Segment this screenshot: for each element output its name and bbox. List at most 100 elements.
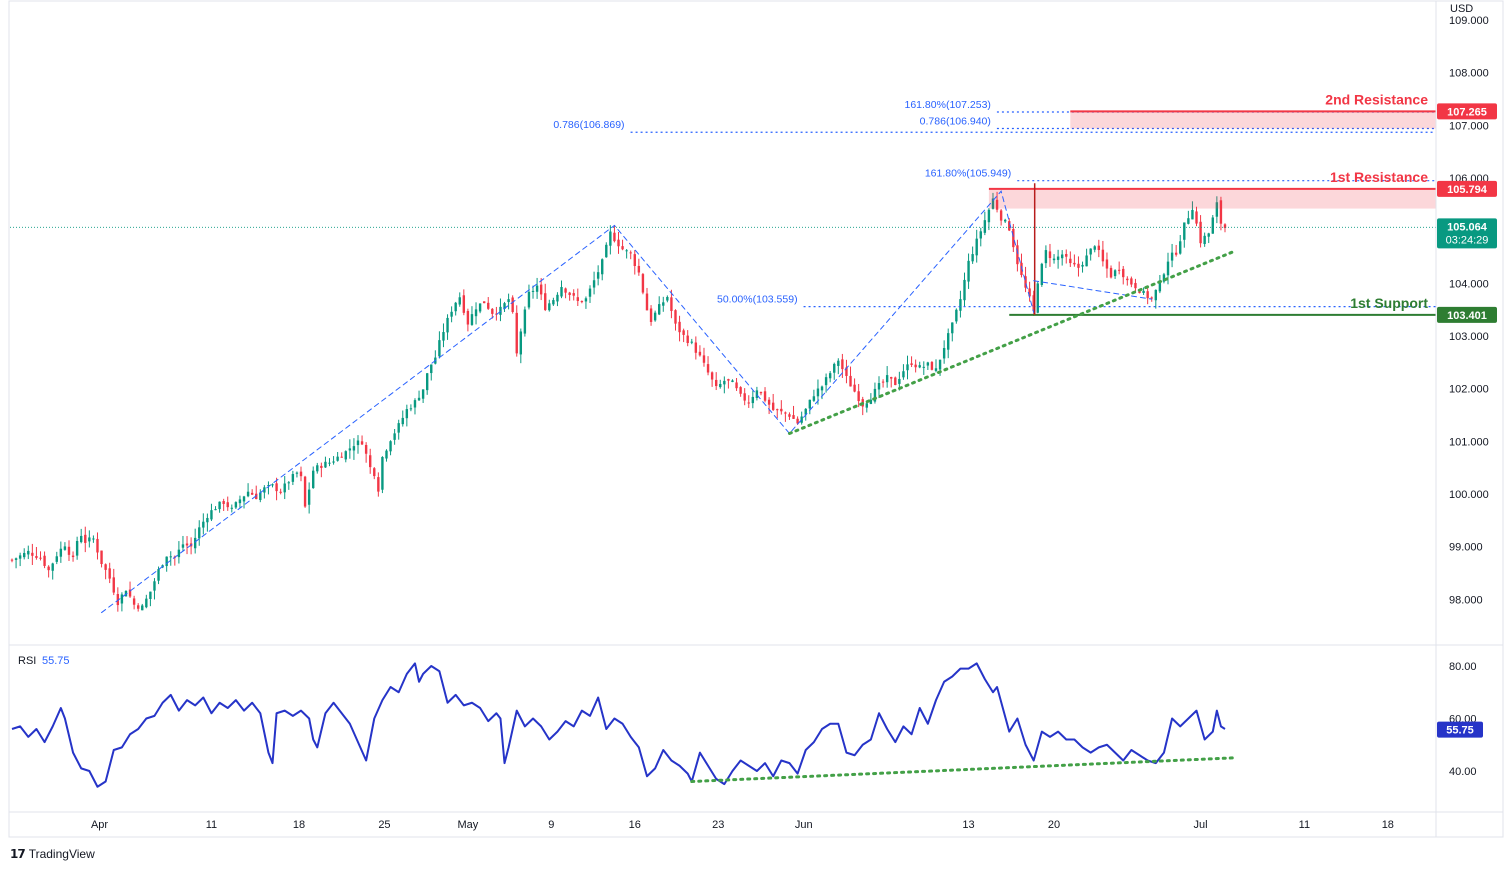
candle-body	[385, 450, 388, 459]
candle-body	[63, 546, 67, 550]
candle-body	[873, 388, 877, 402]
candle-body	[1154, 289, 1158, 301]
candle-body	[812, 396, 816, 401]
time-tick-label: Jun	[795, 819, 813, 831]
candle-body	[710, 372, 714, 380]
candle-body	[413, 400, 417, 408]
candle-body	[633, 254, 636, 267]
candle-body	[283, 483, 286, 493]
rsi-value-tag: 55.75	[1437, 721, 1483, 738]
candle-body	[507, 299, 510, 303]
candle-body	[482, 301, 486, 304]
candle-body	[332, 461, 335, 463]
candle-body	[39, 557, 42, 559]
price-tick-label: 102.000	[1449, 384, 1489, 396]
candle-body	[596, 272, 600, 279]
candle-body	[348, 448, 352, 451]
candle-body	[759, 391, 763, 394]
candle-body	[320, 465, 323, 468]
candle-body	[1195, 211, 1198, 224]
candle-body	[828, 373, 832, 379]
candle-body	[1174, 252, 1178, 255]
time-tick-label: 13	[962, 819, 974, 831]
candle-body	[1101, 249, 1105, 262]
candle-body	[307, 489, 311, 505]
candle-body	[462, 295, 466, 313]
candle-body	[67, 546, 71, 555]
candle-body	[1012, 228, 1015, 248]
candle-body	[450, 311, 453, 317]
price-pane[interactable]: USD109.000108.000107.000106.000105.00010…	[10, 3, 1497, 614]
candle-body	[824, 377, 828, 386]
candle-body	[389, 441, 392, 452]
candle-body	[902, 371, 905, 378]
candle-body	[458, 297, 461, 305]
candle-body	[360, 441, 364, 445]
candle-body	[751, 396, 755, 404]
candle-body	[1097, 245, 1101, 251]
candle-body	[515, 312, 518, 354]
candle-body	[942, 348, 946, 359]
candle-body	[1117, 269, 1121, 271]
candle-body	[613, 232, 616, 242]
candle-body	[234, 502, 238, 508]
candle-body	[1126, 278, 1129, 281]
candle-body	[890, 377, 893, 379]
candle-body	[287, 482, 290, 484]
fib-level-label: 161.80%(107.253)	[905, 99, 991, 111]
candle-body	[1024, 276, 1027, 288]
candle-body	[849, 375, 852, 387]
candle-body	[731, 380, 734, 383]
candle-body	[299, 471, 303, 477]
bar-countdown: 03:24:29	[1446, 234, 1489, 246]
candle-body	[767, 399, 771, 405]
candle-body	[853, 384, 856, 392]
brand-text: TradingView	[28, 847, 95, 861]
candle-body	[421, 389, 425, 399]
candle-body	[706, 364, 710, 373]
candle-body	[116, 594, 120, 606]
candle-body	[1081, 264, 1084, 267]
candle-body	[837, 360, 840, 366]
trend-support-line	[787, 250, 1235, 435]
candle-body	[1187, 218, 1190, 224]
candle-body	[1056, 256, 1060, 260]
candle-body	[580, 301, 584, 303]
candle-body	[548, 303, 551, 311]
level-tag-text: 105.794	[1447, 184, 1488, 196]
candle-body	[263, 487, 266, 493]
price-tick-label: 103.000	[1449, 331, 1489, 343]
candle-body	[303, 476, 307, 507]
candle-body	[674, 310, 677, 324]
candle-body	[666, 296, 669, 301]
candle-body	[291, 474, 295, 482]
candle-body	[120, 594, 124, 604]
time-axis[interactable]: Apr 11 18 25 May 9 16 23 Jun 13 20 Jul 11 18	[91, 819, 1394, 831]
candle-body	[397, 423, 400, 433]
candle-body	[576, 297, 579, 301]
candle-body	[499, 306, 502, 315]
candle-body	[246, 491, 250, 497]
candle-body	[511, 297, 514, 313]
candle-body	[1028, 288, 1031, 297]
candle-body	[641, 274, 645, 293]
candle-body	[804, 408, 807, 415]
candle-body	[653, 312, 657, 321]
candle-body	[1134, 282, 1137, 289]
price-tick-label: 99.000	[1449, 542, 1483, 554]
candle-body	[934, 368, 938, 371]
price-tick-label: 108.000	[1449, 68, 1489, 80]
rsi-tick-label: 40.00	[1449, 766, 1477, 778]
candle-body	[938, 359, 942, 370]
time-tick-label: 11	[1299, 819, 1310, 831]
candle-body	[564, 288, 567, 293]
candle-body	[820, 386, 824, 391]
candle-body	[833, 363, 836, 373]
candle-body	[136, 605, 140, 609]
level-price-tag: 105.794	[1437, 180, 1497, 197]
candle-body	[275, 483, 278, 492]
level-tag-text: 107.265	[1447, 106, 1487, 118]
